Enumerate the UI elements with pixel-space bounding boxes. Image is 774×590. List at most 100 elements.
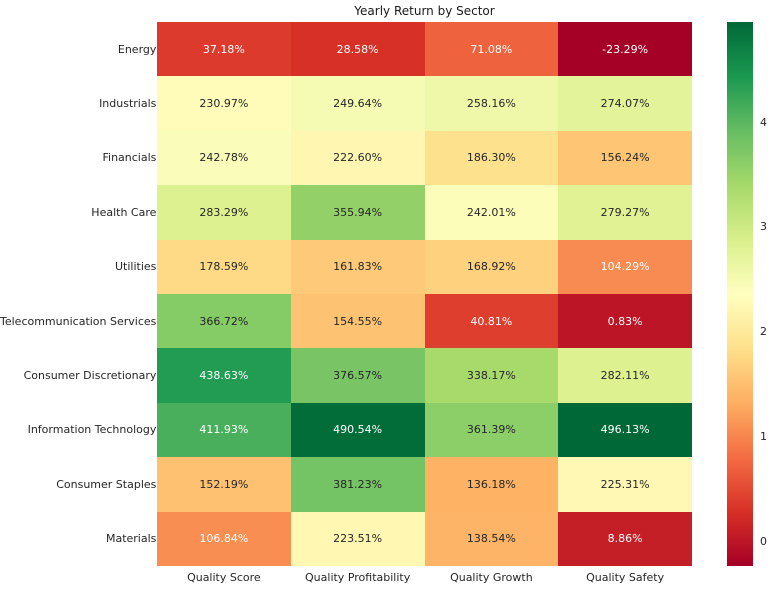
cell-value: 282.11% [600,369,650,383]
heatmap-cell: 138.54% [424,511,559,566]
heatmap-cell: 490.54% [290,402,425,458]
row-label: Health Care [91,205,157,219]
cell-value: 161.83% [333,260,383,274]
cell-value: 438.63% [199,369,249,383]
cell-value: 223.51% [333,532,383,546]
cell-value: 136.18% [466,477,516,491]
cell-value: 230.97% [199,97,249,111]
cell-value: 186.30% [466,151,516,165]
heatmap-cell: 258.16% [424,76,559,131]
cell-value: 37.18% [202,42,245,56]
cell-value: 222.60% [333,151,383,165]
cell-value: 274.07% [600,97,650,111]
heatmap-cell: 28.58% [290,22,425,77]
heatmap-cell: 376.57% [290,348,425,403]
cell-value: 225.31% [600,477,650,491]
cell-value: 490.54% [333,423,383,437]
colorbar [727,22,753,566]
cell-value: 338.17% [466,369,516,383]
heatmap-cell: 283.29% [157,185,291,240]
cell-value: 361.39% [466,423,516,437]
heatmap-cell: 411.93% [157,402,291,458]
row-label: Financials [102,151,157,165]
heatmap-cell: 104.29% [558,239,692,294]
heatmap-cell: 37.18% [157,22,291,77]
heatmap-cell: 438.63% [157,348,291,403]
cell-value: 496.13% [600,423,650,437]
row-label: Materials [105,532,157,546]
heatmap-cell: 156.24% [558,130,692,186]
cell-value: 28.58% [336,42,379,56]
cell-value: 242.01% [466,205,516,219]
row-label: Information Technology [27,423,157,437]
heatmap-cell: 136.18% [424,457,559,512]
heatmap-cell: 338.17% [424,348,559,403]
cell-value: 138.54% [466,532,516,546]
cell-value: 242.78% [199,151,249,165]
cell-value: 411.93% [199,423,249,437]
heatmap-cell: 361.39% [424,402,559,458]
heatmap-cell: 225.31% [558,457,692,512]
cell-value: 283.29% [199,205,249,219]
colorbar-tick-label: 3 [760,220,767,234]
colorbar-tick-label: 4 [760,115,767,129]
colorbar-tick-label: 2 [760,325,767,339]
y-axis-tick-labels: Energy Industrials Financials Health Care Ut… [0,22,156,566]
heatmap-cell: 230.97% [157,76,291,131]
chart-title: Yearly Return by Sector [354,4,495,18]
heatmap-cell: 274.07% [558,76,692,131]
x-axis-tick-labels: Quality Score Quality Profitability Qualit… [157,568,692,588]
heatmap-cell: 381.23% [290,457,425,512]
heatmap-cell: 186.30% [424,130,559,186]
row-label: Telecommunication Services [0,314,157,328]
cell-value: 40.81% [470,314,513,328]
cell-value: 381.23% [333,477,383,491]
heatmap-cell: 223.51% [290,511,425,566]
cell-value: 106.84% [199,532,249,546]
heatmap-cell: 178.59% [157,239,291,294]
heatmap-grid: 37.18% 28.58% 71.08% -23.29% 230.97% 249.64% 2… [157,22,692,566]
cell-value: 152.19% [199,477,249,491]
heatmap-cell: 282.11% [558,348,692,403]
cell-value: 104.29% [600,260,650,274]
heatmap-cell: 249.64% [290,76,425,131]
row-label: Utilities [114,260,157,274]
col-label: Quality Score [187,571,261,584]
row-label: Industrials [99,97,157,111]
cell-value: 366.72% [199,314,249,328]
heatmap-cell: 154.55% [290,294,425,349]
heatmap-cell: 0.83% [558,294,692,349]
heatmap-cell: 279.27% [558,185,692,240]
cell-value: -23.29% [602,42,649,56]
heatmap-cell: 496.13% [558,402,692,458]
heatmap-cell: 242.78% [157,130,291,186]
cell-value: 258.16% [466,97,516,111]
col-label: Quality Growth [450,571,533,584]
col-label: Quality Profitability [305,571,411,584]
colorbar-tick-label: 1 [760,429,767,443]
col-label: Quality Safety [586,571,665,584]
heatmap-cell: 168.92% [424,239,559,294]
cell-value: 178.59% [199,260,249,274]
heatmap-cell: 71.08% [424,22,559,77]
heatmap-cell: 355.94% [290,185,425,240]
colorbar-tick-label: 0 [760,534,767,548]
cell-value: 249.64% [333,97,383,111]
heatmap-cell: 366.72% [157,294,291,349]
cell-value: 71.08% [470,42,513,56]
cell-value: 154.55% [333,314,383,328]
cell-value: 156.24% [600,151,650,165]
heatmap-cell: 8.86% [558,511,692,566]
heatmap-cell: 152.19% [157,457,291,512]
heatmap-cell: 40.81% [424,294,559,349]
cell-value: 355.94% [333,205,383,219]
row-label: Consumer Staples [56,477,157,491]
row-label: Consumer Discretionary [23,369,157,383]
heatmap-cell: 106.84% [157,511,291,566]
row-label: Energy [117,42,157,56]
cell-value: 0.83% [607,314,643,328]
cell-value: 279.27% [600,205,650,219]
heatmap-cell: 161.83% [290,239,425,294]
heatmap-cell: 222.60% [290,130,425,186]
